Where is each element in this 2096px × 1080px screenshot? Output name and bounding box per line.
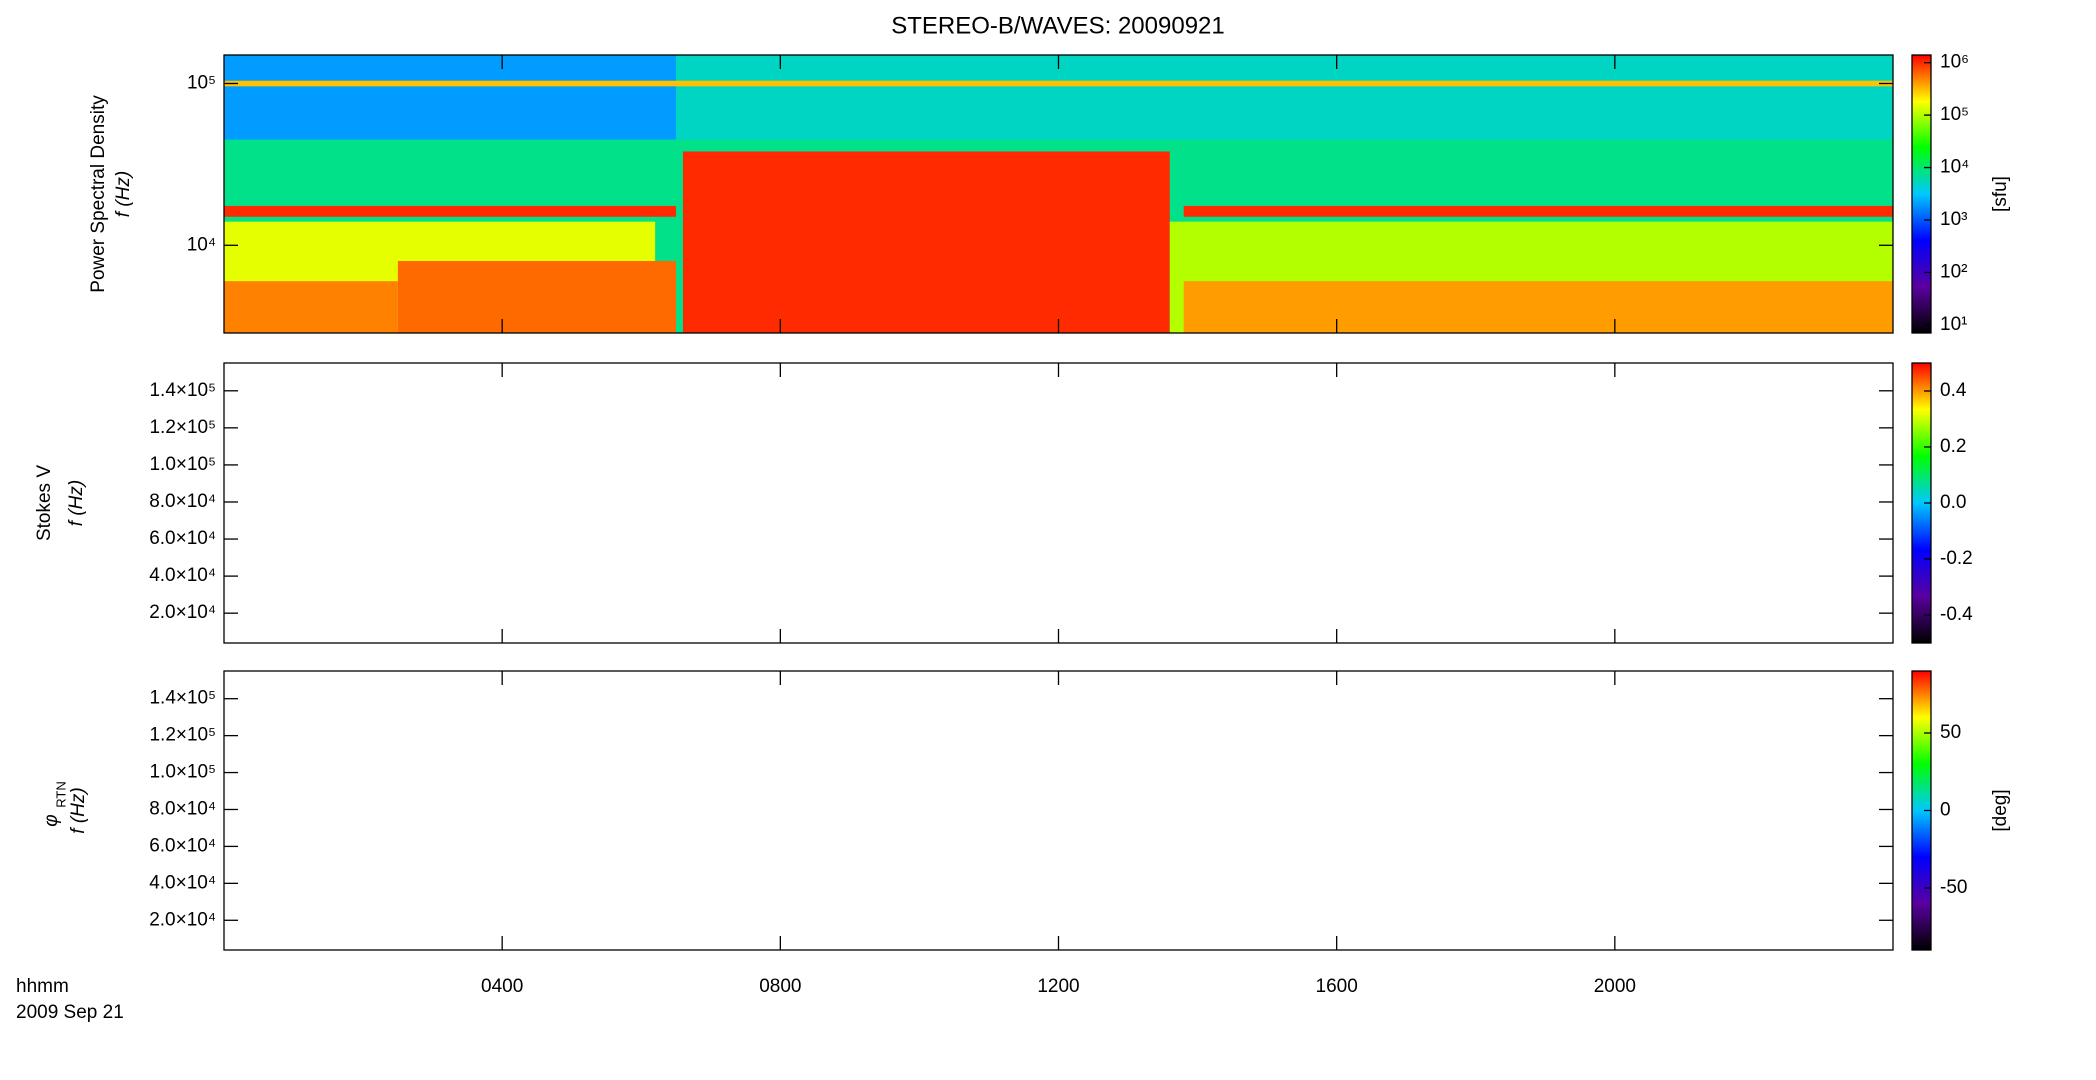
y-tick-label: 6.0×10⁴ xyxy=(149,528,216,549)
spectrogram xyxy=(224,55,1893,333)
colorbar-tick-label: 0.0 xyxy=(1940,492,1966,513)
x-tick-label: 0400 xyxy=(481,976,523,997)
y-tick-label: 1.0×10⁵ xyxy=(149,454,216,475)
y-axis-label: Power Spectral Density xyxy=(88,95,109,293)
colorbar-label: [deg] xyxy=(1990,789,2011,831)
colorbar-tick-label: 10¹ xyxy=(1940,314,1967,335)
spectrogram-cell xyxy=(682,151,1170,333)
spectrogram-cell xyxy=(1183,205,1893,217)
y-tick-label: 6.0×10⁴ xyxy=(149,835,216,856)
colorbar-tick-label: -50 xyxy=(1940,877,1967,898)
y-tick-label: 1.0×10⁵ xyxy=(149,762,216,783)
spectrogram-cell xyxy=(676,55,1893,140)
colorbar-tick-label: 10² xyxy=(1940,261,1967,282)
y-tick-label: 10⁴ xyxy=(187,234,216,255)
spectrogram-cell xyxy=(397,260,677,333)
x-axis-date: 2009 Sep 21 xyxy=(16,1002,124,1023)
y-tick-label: 4.0×10⁴ xyxy=(149,872,216,893)
y-axis-subscript: RTN xyxy=(53,781,68,807)
colorbar-tick-label: 0.2 xyxy=(1940,436,1966,457)
colorbar-tick-label: 10⁶ xyxy=(1940,52,1969,73)
y-axis-label: f (Hz) xyxy=(66,480,87,526)
colorbar-tick-label: 10⁵ xyxy=(1940,104,1969,125)
y-tick-label: 1.2×10⁵ xyxy=(149,725,216,746)
colorbar-tick-label: 0 xyxy=(1940,800,1951,821)
y-tick-label: 2.0×10⁴ xyxy=(149,602,216,623)
spectrogram-cell xyxy=(224,205,677,217)
colorbar-tick-label: -0.4 xyxy=(1940,604,1973,625)
y-tick-label: 8.0×10⁴ xyxy=(149,491,216,512)
colorbar-tick-label: 0.4 xyxy=(1940,380,1967,401)
spectrogram-cell xyxy=(224,55,677,140)
colorbar-tick-label: 50 xyxy=(1940,722,1961,743)
spectrogram-cell xyxy=(224,281,398,333)
y-tick-label: 10⁵ xyxy=(187,73,216,94)
chart-title: STEREO-B/WAVES: 20090921 xyxy=(891,12,1224,39)
spectrogram-cell xyxy=(224,80,1893,87)
plot-frame xyxy=(223,670,1894,951)
y-axis-label: f (Hz) xyxy=(68,787,89,833)
colorbar-label: [sfu] xyxy=(1990,176,2011,212)
plot-frame xyxy=(223,362,1894,644)
y-tick-label: 8.0×10⁴ xyxy=(149,799,216,820)
x-tick-label: 0800 xyxy=(759,976,801,997)
y-tick-label: 4.0×10⁴ xyxy=(149,565,216,586)
y-axis-label: Stokes V xyxy=(34,465,55,541)
y-tick-label: 1.4×10⁵ xyxy=(149,688,216,709)
colorbar-tick-label: -0.2 xyxy=(1940,548,1973,569)
y-axis-label: f (Hz) xyxy=(113,171,134,217)
y-axis-symbol: φ xyxy=(41,814,62,826)
y-tick-label: 2.0×10⁴ xyxy=(149,909,216,930)
colorbar xyxy=(1911,54,1932,334)
y-tick-label: 1.2×10⁵ xyxy=(149,417,216,438)
colorbar-tick-label: 10³ xyxy=(1940,209,1967,230)
y-tick-label: 1.4×10⁵ xyxy=(149,380,216,401)
x-tick-label: 1600 xyxy=(1316,976,1358,997)
x-tick-label: 2000 xyxy=(1594,976,1636,997)
spectrogram-cell xyxy=(1183,281,1893,333)
colorbar-tick-label: 10⁴ xyxy=(1940,157,1969,178)
x-axis-label: hhmm xyxy=(16,976,69,997)
x-tick-label: 1200 xyxy=(1037,976,1079,997)
